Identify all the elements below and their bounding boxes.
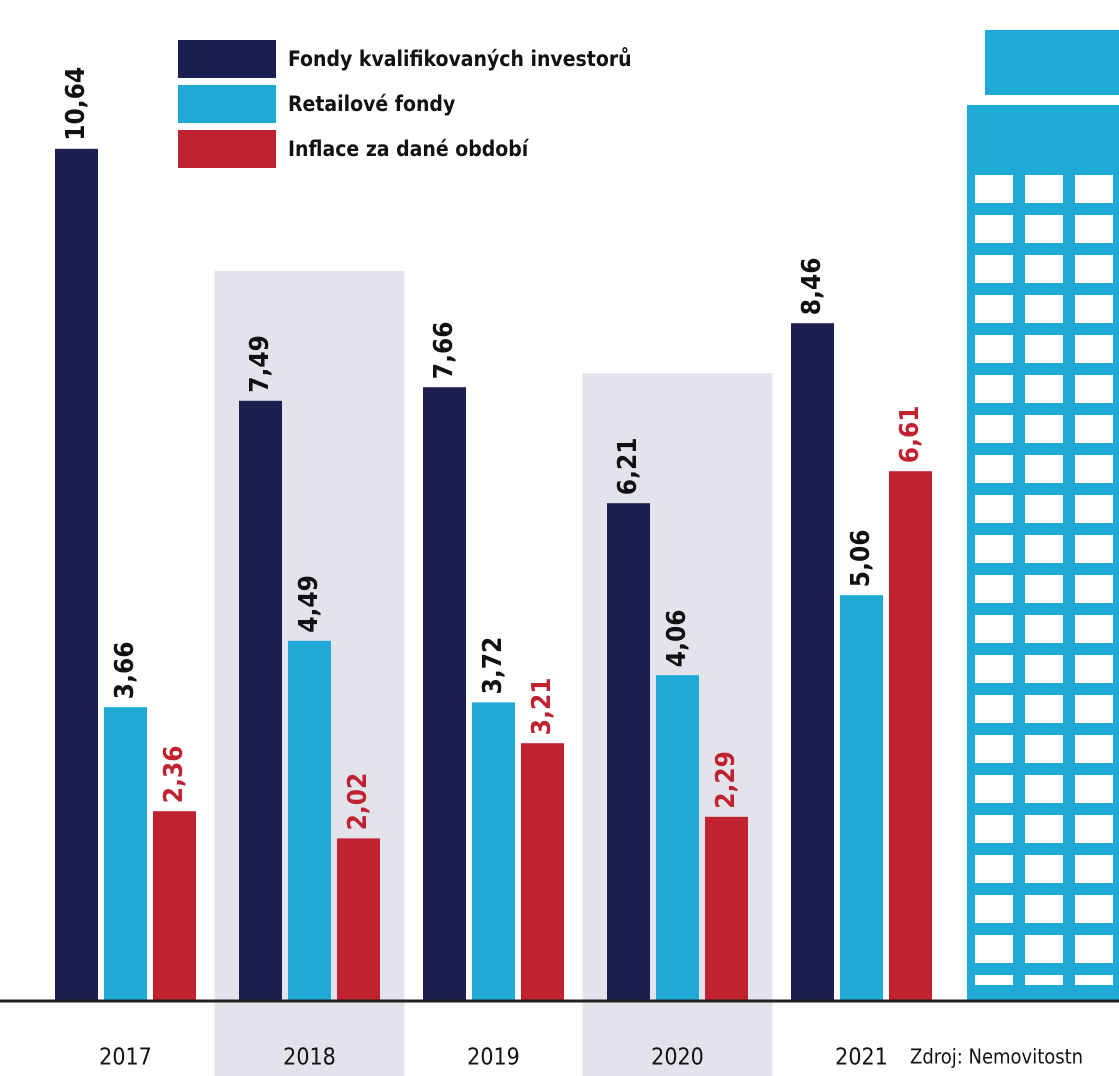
bar <box>840 595 883 1000</box>
bar <box>472 702 515 1000</box>
legend-swatch <box>178 130 276 168</box>
x-tick-label: 2017 <box>99 1045 152 1071</box>
value-label: 6,21 <box>613 437 643 495</box>
x-tick-label: 2018 <box>283 1045 336 1071</box>
value-label: 4,49 <box>294 575 324 633</box>
bar <box>104 707 147 1000</box>
value-label: 8,46 <box>797 257 827 315</box>
value-label: 2,02 <box>343 773 373 831</box>
bar <box>153 811 196 1000</box>
source: Zdroj: Nemovitostn <box>910 1045 1083 1069</box>
building-illustration <box>967 30 1119 1000</box>
value-label: 3,21 <box>527 677 557 735</box>
bar <box>889 471 932 1000</box>
value-label: 2,29 <box>711 751 741 809</box>
value-label: 3,72 <box>478 637 508 695</box>
legend-label: Retailové fondy <box>288 92 455 116</box>
legend-label: Fondy kvalifikovaných investorů <box>288 47 632 71</box>
bar <box>423 387 466 1000</box>
bar <box>791 323 834 1000</box>
value-label: 5,06 <box>846 529 876 587</box>
bar <box>288 640 331 1000</box>
legend-swatch <box>178 40 276 78</box>
value-label: 2,36 <box>159 745 189 803</box>
legend-swatch <box>178 85 276 123</box>
bar <box>656 675 699 1000</box>
value-label: 7,66 <box>429 321 459 379</box>
value-label: 6,61 <box>895 405 925 463</box>
value-label: 4,06 <box>662 609 692 667</box>
x-tick-label: 2021 <box>835 1045 888 1071</box>
x-tick-label: 2020 <box>651 1045 704 1071</box>
bar <box>521 743 564 1000</box>
value-label: 10,64 <box>61 67 91 141</box>
bar <box>337 838 380 1000</box>
value-label: 3,66 <box>110 641 140 699</box>
bar <box>705 816 748 1000</box>
x-tick-label: 2019 <box>467 1045 520 1071</box>
bar <box>239 400 282 1000</box>
value-label: 7,49 <box>245 335 275 393</box>
bar <box>607 503 650 1000</box>
legend-label: Inflace za dané období <box>288 137 530 161</box>
bar <box>55 148 98 1001</box>
